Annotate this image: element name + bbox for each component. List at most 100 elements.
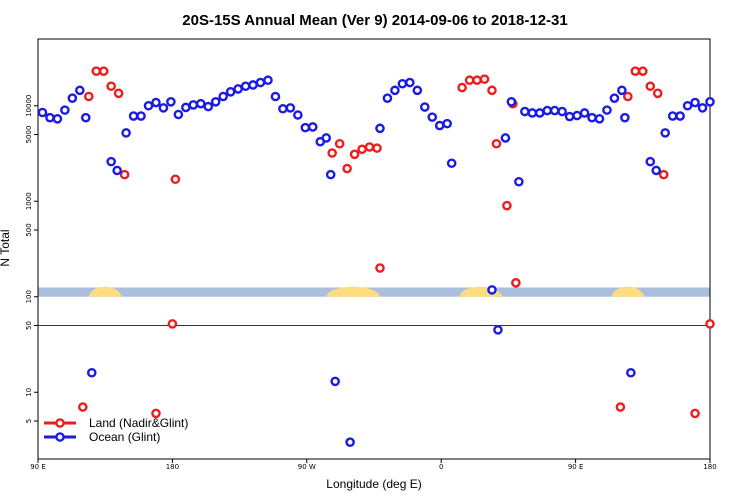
ocean-point-40 <box>347 439 354 446</box>
y-tick-label-0: 5 <box>25 419 33 423</box>
ocean-point-56 <box>515 178 522 185</box>
ocean-point-19 <box>190 101 197 108</box>
ocean-point-14 <box>152 99 159 106</box>
x-tick-label-1: 180 <box>166 463 179 471</box>
ocean-point-38 <box>327 171 334 178</box>
land-point-5 <box>115 90 122 97</box>
ocean-point-39 <box>332 378 339 385</box>
ocean-point-47 <box>421 103 428 110</box>
land-point-14 <box>358 146 365 153</box>
land-point-30 <box>639 68 646 75</box>
land-point-28 <box>624 93 631 100</box>
ocean-point-42 <box>384 95 391 102</box>
ocean-point-15 <box>160 104 167 111</box>
x-tick-label-0: 90 E <box>30 463 46 471</box>
legend-label-land: Land (Nadir&Glint) <box>89 416 188 430</box>
ocean-point-75 <box>662 129 669 136</box>
ocean-point-58 <box>529 109 536 116</box>
ocean-point-60 <box>544 107 551 114</box>
ocean-point-49 <box>436 122 443 129</box>
legend-label-ocean: Ocean (Glint) <box>89 430 160 444</box>
ocean-point-23 <box>220 93 227 100</box>
ocean-point-50 <box>444 120 451 127</box>
ocean-point-18 <box>182 104 189 111</box>
ocean-point-63 <box>566 113 573 120</box>
ocean-point-5 <box>76 87 83 94</box>
ocean-point-68 <box>603 107 610 114</box>
land-point-20 <box>473 77 480 84</box>
x-tick-label-3: 0 <box>439 463 443 471</box>
ocean-point-81 <box>706 98 713 105</box>
plot-frame <box>38 39 710 459</box>
ocean-point-6 <box>82 114 89 121</box>
ocean-point-7 <box>88 369 95 376</box>
ocean-point-80 <box>699 104 706 111</box>
y-tick-label-5: 1000 <box>25 192 33 210</box>
y-tick-label-6: 5000 <box>25 126 33 144</box>
land-point-11 <box>336 140 343 147</box>
ocean-point-71 <box>621 114 628 121</box>
ocean-point-72 <box>627 369 634 376</box>
x-tick-label-2: 90 W <box>298 463 316 471</box>
y-tick-label-2: 50 <box>25 321 33 330</box>
ocean-point-66 <box>588 114 595 121</box>
land-point-8 <box>169 320 176 327</box>
ocean-point-76 <box>669 112 676 119</box>
ocean-point-9 <box>114 167 121 174</box>
ocean-point-16 <box>167 98 174 105</box>
land-point-3 <box>100 68 107 75</box>
ocean-point-24 <box>227 88 234 95</box>
land-point-21 <box>481 76 488 83</box>
ocean-point-57 <box>521 108 528 115</box>
land-point-29 <box>632 68 639 75</box>
ocean-point-74 <box>653 167 660 174</box>
ocean-point-10 <box>123 129 130 136</box>
land-point-27 <box>617 403 624 410</box>
ocean-point-67 <box>596 115 603 122</box>
land-point-34 <box>691 410 698 417</box>
ocean-point-62 <box>559 108 566 115</box>
ocean-point-22 <box>212 98 219 105</box>
ocean-point-65 <box>581 109 588 116</box>
ocean-point-30 <box>272 93 279 100</box>
land-map-strip <box>38 287 710 297</box>
legend: Land (Nadir&Glint) Ocean (Glint) <box>44 416 188 444</box>
ocean-point-54 <box>502 134 509 141</box>
legend-marker-land <box>56 419 63 426</box>
y-tick-label-3: 100 <box>25 290 33 303</box>
y-axis-label: N Total <box>0 229 12 266</box>
series-ocean <box>39 77 714 446</box>
land-point-16 <box>373 145 380 152</box>
land-point-0 <box>79 403 86 410</box>
ocean-point-69 <box>611 95 618 102</box>
ocean-point-73 <box>647 158 654 165</box>
ocean-point-13 <box>145 102 152 109</box>
land-point-35 <box>706 320 713 327</box>
land-point-4 <box>108 83 115 90</box>
land-point-19 <box>466 77 473 84</box>
x-tick-label-4: 90 E <box>568 463 584 471</box>
y-tick-label-1: 10 <box>25 388 33 397</box>
ocean-point-46 <box>414 87 421 94</box>
land-point-32 <box>654 90 661 97</box>
ocean-point-12 <box>137 112 144 119</box>
y-axis: 5 10 50 100 500 1000 5000 10000 <box>25 95 38 424</box>
land-point-13 <box>351 151 358 158</box>
x-axis: 90 E 180 90 W 0 90 E 180 <box>30 459 716 471</box>
ocean-point-35 <box>309 123 316 130</box>
ocean-point-53 <box>494 326 501 333</box>
ocean-point-1 <box>46 114 53 121</box>
land-point-31 <box>647 83 654 90</box>
land-point-15 <box>366 143 373 150</box>
ocean-point-44 <box>399 80 406 87</box>
legend-item-land: Land (Nadir&Glint) <box>44 416 188 430</box>
ocean-point-31 <box>279 105 286 112</box>
ocean-point-2 <box>54 115 61 122</box>
land-point-26 <box>512 279 519 286</box>
ocean-point-25 <box>235 85 242 92</box>
ocean-point-20 <box>197 100 204 107</box>
ocean-point-11 <box>130 112 137 119</box>
land-point-2 <box>93 68 100 75</box>
ocean-point-41 <box>376 125 383 132</box>
ocean-point-33 <box>294 111 301 118</box>
